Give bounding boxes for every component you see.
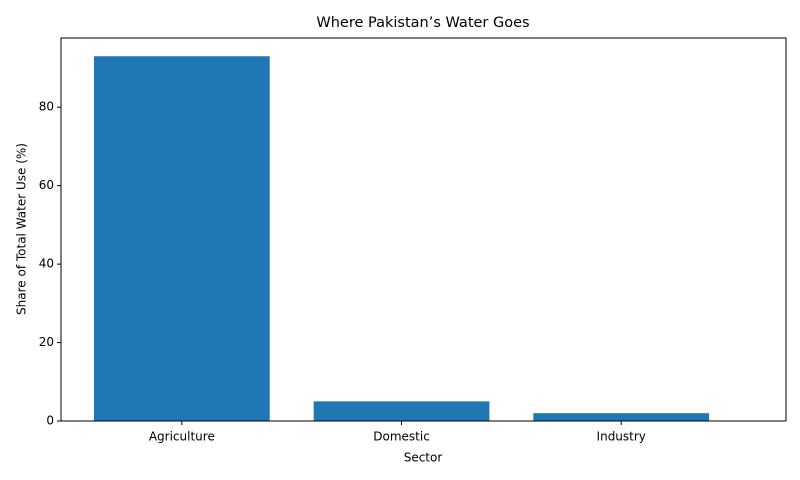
y-tick-label: 80 — [39, 100, 54, 114]
chart-title: Where Pakistan’s Water Goes — [316, 15, 529, 31]
x-tick-label: Industry — [597, 430, 646, 444]
bar — [93, 56, 270, 421]
x-tick-label: Domestic — [373, 430, 430, 444]
y-tick-label: 20 — [39, 335, 54, 349]
y-tick-label: 0 — [46, 414, 54, 428]
bar — [533, 413, 710, 421]
y-tick-label: 60 — [39, 178, 54, 192]
y-axis-label: Share of Total Water Use (%) — [15, 143, 29, 315]
y-tick-label: 40 — [39, 257, 54, 271]
plot-frame — [60, 37, 787, 422]
x-axis-label: Sector — [404, 451, 443, 465]
x-tick-label: Agriculture — [149, 430, 215, 444]
bar — [313, 401, 490, 421]
